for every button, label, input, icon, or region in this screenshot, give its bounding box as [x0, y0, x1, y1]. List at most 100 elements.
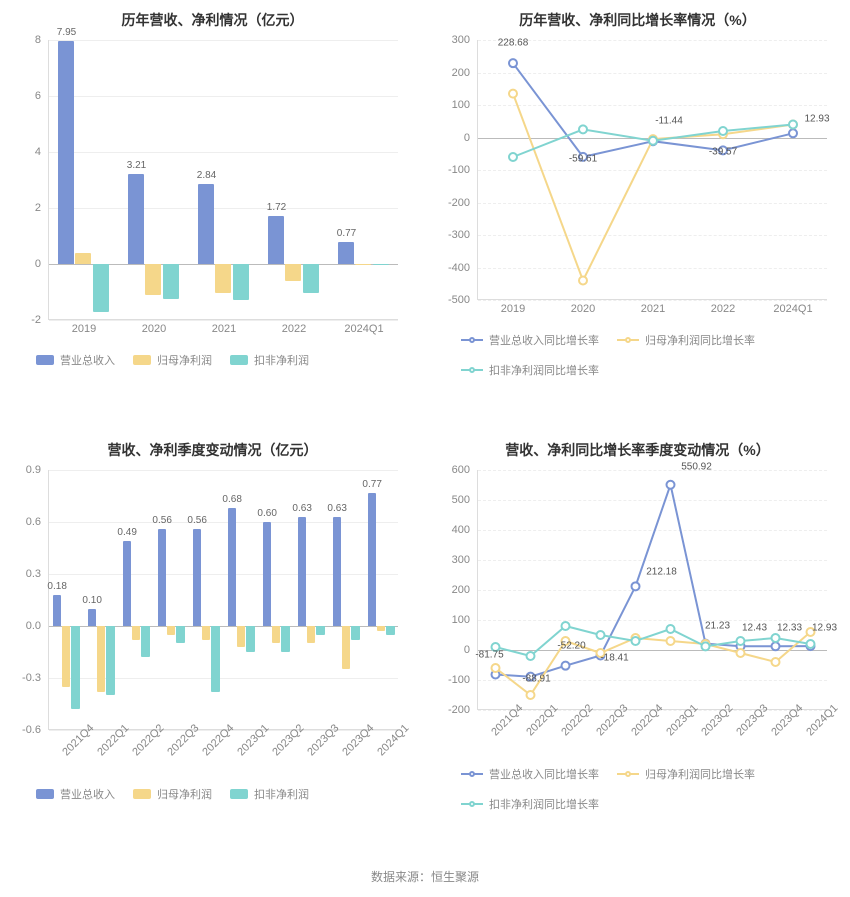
- bar-netProfit: [355, 264, 371, 265]
- point-label: 21.23: [705, 620, 730, 631]
- marker-revenueGrowth: [807, 642, 815, 650]
- marker-nonRecurringGrowth: [737, 637, 745, 645]
- marker-netProfitGrowth: [789, 121, 797, 129]
- marker-nonRecurringGrowth: [527, 652, 535, 660]
- bar-nonRecurring: [351, 626, 360, 640]
- bar-revenue: [53, 595, 62, 626]
- x-tick-label: 2024Q1: [344, 319, 383, 335]
- bar-label: 0.77: [362, 479, 381, 490]
- point-label: 12.43: [742, 623, 767, 634]
- line-netProfitGrowth: [513, 94, 793, 281]
- line-nonRecurringGrowth: [513, 125, 793, 158]
- marker-revenueGrowth: [702, 640, 710, 648]
- y-tick-label: -100: [448, 164, 470, 176]
- marker-nonRecurringGrowth: [719, 127, 727, 135]
- point-label: -11.44: [655, 116, 683, 127]
- x-tick-label: 2021: [641, 299, 665, 315]
- legend-item: 归母净利润同比增长率: [617, 766, 755, 782]
- y-tick-label: 300: [452, 554, 470, 566]
- legend-label: 营业总收入同比增长率: [489, 332, 599, 348]
- legend-label: 归母净利润: [157, 352, 212, 368]
- legend-swatch-rect: [230, 355, 248, 365]
- marker-netProfitGrowth: [772, 658, 780, 666]
- plot-area: -20246820192020202120222024Q17.953.212.8…: [48, 40, 398, 320]
- marker-revenueGrowth: [667, 481, 675, 489]
- y-tick-label: 0.3: [26, 568, 41, 580]
- legend-label: 归母净利润: [157, 786, 212, 802]
- legend-swatch-line: [461, 799, 483, 809]
- y-tick-label: -2: [31, 314, 41, 326]
- point-label: -39.57: [709, 147, 737, 158]
- bar-netProfit: [75, 253, 91, 264]
- panel-annual-values: 历年营收、净利情况（亿元）-20246820192020202120222024…: [0, 0, 425, 430]
- legend-swatch-line: [617, 335, 639, 345]
- y-tick-label: -200: [448, 197, 470, 209]
- bar-nonRecurring: [281, 626, 290, 652]
- bar-netProfit: [215, 264, 231, 293]
- chart-title: 历年营收、净利同比增长率情况（%）: [433, 10, 842, 30]
- y-tick-label: 200: [452, 67, 470, 79]
- data-source: 数据来源：恒生聚源: [0, 860, 850, 897]
- bar-revenue: [268, 216, 284, 264]
- legend: 营业总收入同比增长率归母净利润同比增长率扣非净利润同比增长率: [433, 322, 842, 382]
- bar-nonRecurring: [303, 264, 319, 293]
- bar-revenue: [368, 493, 377, 626]
- point-label: 12.33: [777, 623, 802, 634]
- marker-nonRecurringGrowth: [667, 625, 675, 633]
- legend-item: 归母净利润: [133, 352, 212, 368]
- y-tick-label: 2: [35, 202, 41, 214]
- bar-netProfit: [237, 626, 246, 647]
- bar-revenue: [128, 174, 144, 264]
- point-label: -88.91: [522, 673, 550, 684]
- bar-nonRecurring: [106, 626, 115, 695]
- marker-netProfitGrowth: [509, 90, 517, 98]
- plot-area: -0.6-0.30.00.30.60.92021Q42022Q12022Q220…: [48, 470, 398, 730]
- bar-label: 0.56: [187, 515, 206, 526]
- y-tick-label: 6: [35, 90, 41, 102]
- bar-revenue: [298, 517, 307, 626]
- bar-revenue: [333, 517, 342, 626]
- marker-revenueGrowth: [562, 662, 570, 670]
- bar-netProfit: [97, 626, 106, 692]
- bar-nonRecurring: [176, 626, 185, 643]
- bar-nonRecurring: [373, 264, 389, 265]
- bar-nonRecurring: [316, 626, 325, 635]
- plot-area: -200-10001002003004005006002021Q42022Q12…: [477, 470, 827, 710]
- legend-label: 营业总收入: [60, 352, 115, 368]
- point-label: -18.41: [600, 652, 628, 663]
- y-tick-label: -500: [448, 294, 470, 306]
- bar-netProfit: [272, 626, 281, 643]
- legend-swatch-rect: [36, 355, 54, 365]
- panel-quarterly-growth: 营收、净利同比增长率季度变动情况（%） -200-1000100200300400…: [425, 430, 850, 860]
- bar-label: 0.56: [152, 515, 171, 526]
- marker-revenueGrowth: [509, 59, 517, 67]
- bar-netProfit: [145, 264, 161, 295]
- line-revenueGrowth: [513, 63, 793, 157]
- legend-label: 扣非净利润: [254, 786, 309, 802]
- legend-item: 营业总收入: [36, 352, 115, 368]
- bar-label: 0.49: [117, 527, 136, 538]
- y-tick-label: -0.3: [22, 672, 41, 684]
- bar-label: 0.63: [292, 503, 311, 514]
- legend-label: 营业总收入: [60, 786, 115, 802]
- bar-nonRecurring: [233, 264, 249, 300]
- y-tick-label: 300: [452, 34, 470, 46]
- bar-label: 7.95: [57, 27, 76, 38]
- point-label: -81.75: [475, 649, 503, 660]
- bar-revenue: [58, 41, 74, 264]
- bar-label: 1.72: [267, 202, 286, 213]
- legend-label: 归母净利润同比增长率: [645, 332, 755, 348]
- marker-nonRecurringGrowth: [597, 631, 605, 639]
- marker-nonRecurringGrowth: [562, 622, 570, 630]
- chart-title: 营收、净利同比增长率季度变动情况（%）: [433, 440, 842, 460]
- bar-netProfit: [62, 626, 71, 687]
- point-label: 550.92: [681, 461, 712, 472]
- y-tick-label: 500: [452, 494, 470, 506]
- bar-revenue: [193, 529, 202, 626]
- y-tick-label: 400: [452, 524, 470, 536]
- point-label: 12.93: [812, 623, 837, 634]
- y-tick-label: 100: [452, 614, 470, 626]
- y-tick-label: 0: [464, 132, 470, 144]
- bar-label: 0.60: [257, 508, 276, 519]
- bar-nonRecurring: [141, 626, 150, 657]
